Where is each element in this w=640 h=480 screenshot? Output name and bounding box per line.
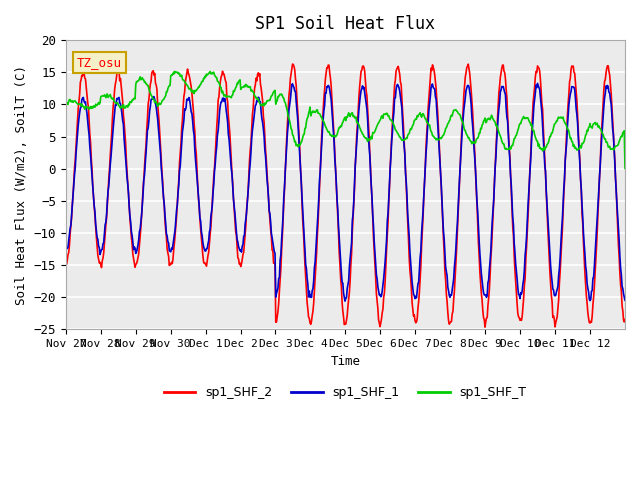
sp1_SHF_1	[534, 81, 541, 86]
sp1_SHF_2	[62, 261, 70, 267]
sp1_SHF_T	[404, 132, 412, 138]
sp1_SHF_T	[621, 166, 629, 171]
sp1_SHF_2	[279, 217, 287, 223]
sp1_SHF_T	[171, 69, 179, 74]
sp1_SHF_1	[279, 213, 287, 219]
sp1_SHF_1	[621, 298, 629, 303]
sp1_SHF_T	[435, 137, 443, 143]
sp1_SHF_1	[435, 143, 443, 149]
sp1_SHF_2	[404, 219, 412, 225]
sp1_SHF_1	[127, 228, 135, 234]
sp1_SHF_T	[62, 99, 70, 105]
Line: sp1_SHF_1: sp1_SHF_1	[66, 84, 625, 301]
Line: sp1_SHF_T: sp1_SHF_T	[66, 72, 625, 168]
sp1_SHF_1	[404, 212, 412, 217]
sp1_SHF_2	[435, 138, 443, 144]
sp1_SHF_T	[280, 96, 287, 101]
Line: sp1_SHF_2: sp1_SHF_2	[66, 64, 625, 327]
sp1_SHF_2	[289, 61, 296, 67]
sp1_SHF_T	[231, 87, 239, 93]
sp1_SHF_T	[127, 100, 135, 106]
sp1_SHF_2	[481, 324, 489, 330]
sp1_SHF_1	[341, 298, 349, 304]
X-axis label: Time: Time	[330, 355, 360, 368]
sp1_SHF_1	[258, 116, 266, 122]
Legend: sp1_SHF_2, sp1_SHF_1, sp1_SHF_T: sp1_SHF_2, sp1_SHF_1, sp1_SHF_T	[159, 381, 532, 404]
sp1_SHF_1	[62, 251, 70, 256]
sp1_SHF_2	[258, 92, 266, 97]
sp1_SHF_2	[230, 206, 238, 212]
sp1_SHF_T	[259, 101, 266, 107]
Y-axis label: Soil Heat Flux (W/m2), SoilT (C): Soil Heat Flux (W/m2), SoilT (C)	[15, 65, 28, 305]
sp1_SHF_2	[127, 235, 135, 240]
Title: SP1 Soil Heat Flux: SP1 Soil Heat Flux	[255, 15, 435, 33]
Text: TZ_osu: TZ_osu	[77, 56, 122, 69]
sp1_SHF_1	[230, 204, 238, 209]
sp1_SHF_2	[621, 317, 629, 323]
